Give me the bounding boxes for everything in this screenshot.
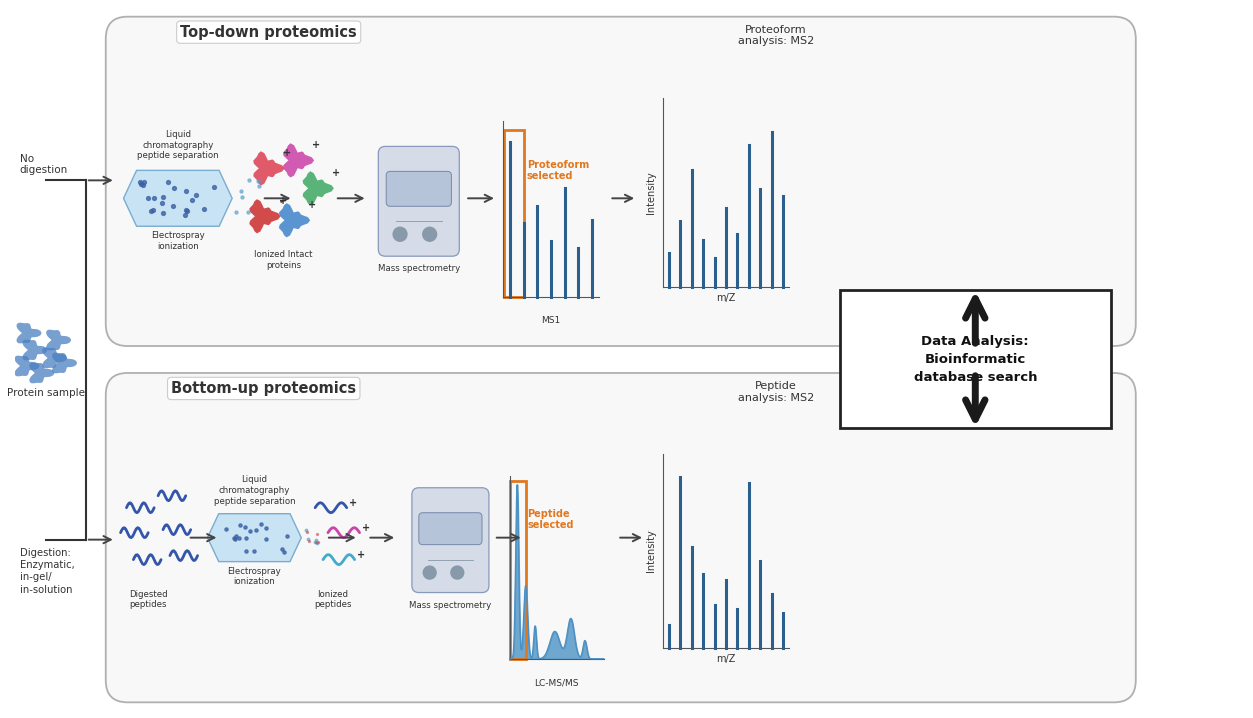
Polygon shape [279, 203, 311, 238]
Text: Liquid
chromatography
peptide separation: Liquid chromatography peptide separation [137, 130, 219, 160]
FancyBboxPatch shape [419, 513, 482, 545]
Polygon shape [253, 151, 284, 185]
Circle shape [393, 228, 407, 241]
Text: Peptide
analysis: MS2: Peptide analysis: MS2 [738, 381, 814, 403]
Text: +: + [308, 200, 316, 210]
Text: Liquid
chromatography
peptide separation: Liquid chromatography peptide separation [213, 475, 296, 505]
Text: m/Z: m/Z [717, 293, 736, 303]
Text: Mass spectrometry: Mass spectrometry [410, 600, 491, 610]
FancyBboxPatch shape [386, 172, 451, 206]
Text: Digestion:
Enzymatic,
in-gel/
in-solution: Digestion: Enzymatic, in-gel/ in-solutio… [20, 548, 75, 595]
Text: LC-MS/MS: LC-MS/MS [534, 679, 579, 687]
Polygon shape [303, 171, 333, 205]
Text: +: + [332, 168, 340, 178]
Text: Ionized Intact
proteins: Ionized Intact proteins [254, 250, 313, 270]
Circle shape [451, 566, 464, 579]
Polygon shape [124, 170, 232, 226]
Text: Top-down proteomics: Top-down proteomics [180, 24, 357, 39]
Polygon shape [23, 340, 48, 360]
Text: MS1: MS1 [541, 316, 561, 325]
Polygon shape [46, 330, 71, 350]
Text: m/Z: m/Z [717, 654, 736, 664]
Text: Data Analysis:
Bioinformatic
database search: Data Analysis: Bioinformatic database se… [913, 335, 1037, 383]
Polygon shape [16, 322, 41, 343]
Polygon shape [15, 355, 40, 376]
Text: +: + [348, 498, 357, 508]
FancyBboxPatch shape [840, 290, 1111, 428]
Circle shape [422, 228, 436, 241]
Text: +: + [357, 549, 365, 559]
Polygon shape [29, 363, 54, 383]
Bar [504, 130, 524, 297]
FancyBboxPatch shape [105, 373, 1135, 702]
Polygon shape [53, 353, 78, 373]
FancyBboxPatch shape [105, 17, 1135, 346]
Text: Ionized
peptides: Ionized peptides [315, 589, 352, 610]
FancyBboxPatch shape [378, 146, 460, 256]
FancyBboxPatch shape [412, 488, 489, 592]
Bar [510, 481, 525, 659]
Text: Protein sample: Protein sample [8, 388, 85, 398]
Text: Intensity: Intensity [647, 171, 657, 214]
Text: Mass spectrometry: Mass spectrometry [377, 264, 460, 273]
Text: Proteoform
analysis: MS2: Proteoform analysis: MS2 [738, 24, 814, 46]
Text: +: + [282, 149, 291, 159]
Text: No
digestion: No digestion [20, 154, 68, 175]
Polygon shape [43, 348, 68, 368]
Text: Proteoform
selected: Proteoform selected [526, 159, 589, 181]
Text: +: + [312, 141, 321, 150]
Text: Digested
peptides: Digested peptides [129, 589, 168, 610]
Text: Electrospray
ionization: Electrospray ionization [150, 231, 204, 251]
Text: Electrospray
ionization: Electrospray ionization [228, 567, 281, 587]
Text: Peptide
selected: Peptide selected [528, 508, 574, 530]
Text: Intensity: Intensity [647, 530, 657, 572]
Text: Bottom-up proteomics: Bottom-up proteomics [172, 381, 356, 396]
Circle shape [424, 566, 436, 579]
Polygon shape [283, 144, 315, 177]
Text: +: + [278, 196, 287, 206]
Text: +: + [362, 523, 370, 533]
Polygon shape [249, 199, 281, 233]
Polygon shape [208, 513, 301, 561]
